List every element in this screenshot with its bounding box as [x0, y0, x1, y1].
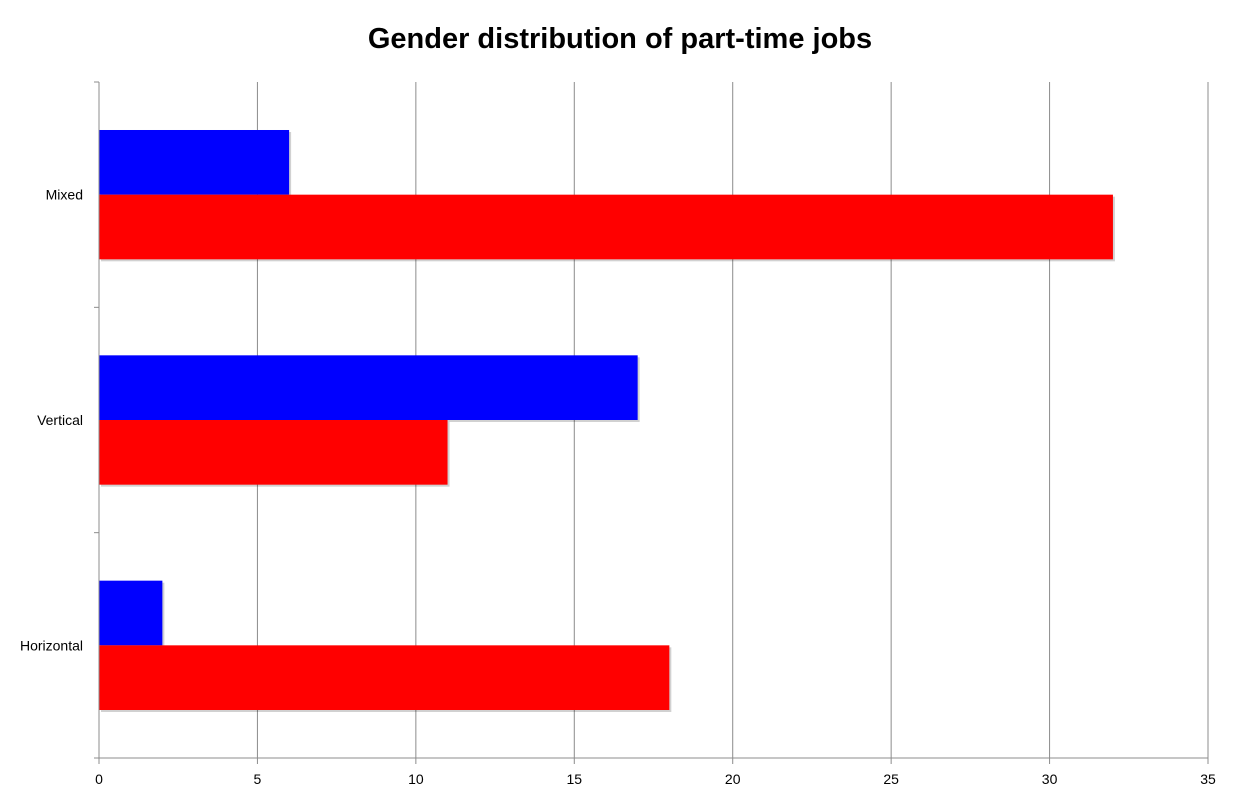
chart-title: Gender distribution of part-time jobs: [368, 23, 872, 55]
category-label-horizontal: Horizontal: [20, 637, 83, 653]
x-tick-label-25: 25: [883, 771, 899, 787]
x-tick-label-35: 35: [1200, 771, 1216, 787]
x-tick-label-0: 0: [95, 771, 103, 787]
x-tick-labels: 0 5 10 15 20 25 30 35: [95, 771, 1216, 787]
axes: [94, 81, 1209, 764]
bar-series-2-horizontal: [99, 645, 670, 711]
x-tick-label-5: 5: [254, 771, 262, 787]
bar-series-1-vertical: [99, 355, 638, 420]
x-tick-label-20: 20: [725, 771, 741, 787]
category-labels: Mixed Vertical Horizontal: [20, 187, 83, 654]
x-tick-label-10: 10: [408, 771, 424, 787]
bars: [99, 129, 1115, 713]
bar-series-1-horizontal: [99, 580, 163, 646]
category-label-mixed: Mixed: [46, 187, 83, 203]
bar-series-2-vertical: [99, 420, 448, 485]
x-tick-label-15: 15: [566, 771, 582, 787]
category-label-vertical: Vertical: [37, 412, 83, 428]
bar-series-1-mixed: [99, 129, 290, 195]
bar-series-2-mixed: [99, 194, 1113, 260]
x-tick-label-30: 30: [1042, 771, 1058, 787]
